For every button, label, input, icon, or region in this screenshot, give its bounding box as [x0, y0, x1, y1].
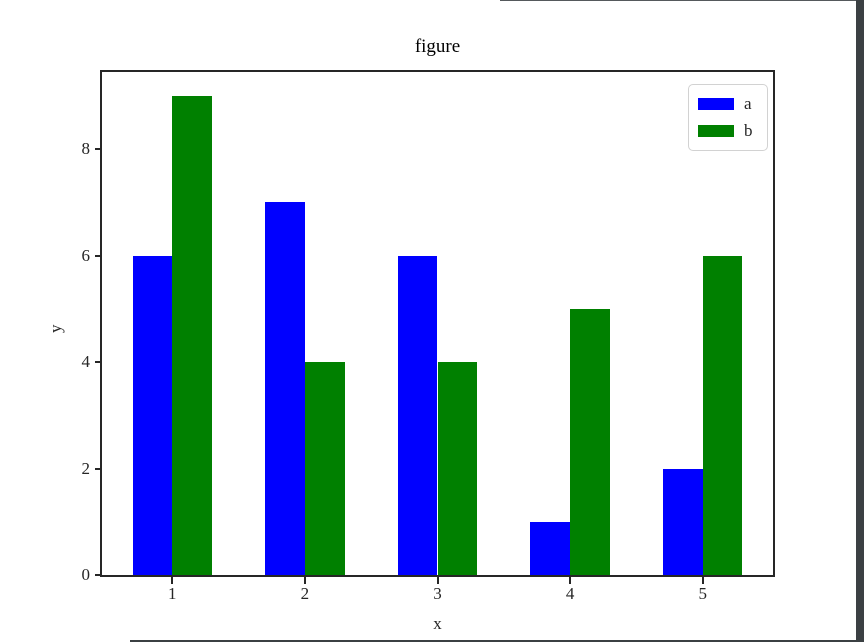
legend-row: b: [698, 119, 759, 143]
legend: a b: [688, 84, 768, 151]
chart-title: figure: [414, 36, 461, 57]
window-border-bottom: [130, 640, 856, 642]
y-tick-label: 2: [81, 458, 91, 478]
plot-area: a b: [100, 70, 775, 577]
x-tick-label: 3: [433, 584, 442, 603]
legend-label-b: b: [744, 121, 753, 140]
bar-b-1: [172, 95, 213, 575]
x-tick-label: 2: [300, 584, 310, 603]
bar-b-4: [570, 308, 610, 575]
x-tick-label: 1: [168, 584, 177, 603]
x-tick-mark: [569, 577, 572, 584]
x-tick-mark: [303, 577, 306, 584]
bar-b-2: [304, 362, 345, 575]
bar-a-4: [530, 521, 571, 575]
legend-swatch-a: [698, 98, 734, 110]
bar-a-2: [265, 202, 305, 575]
bar-a-1: [132, 255, 173, 575]
bar-a-5: [662, 468, 703, 575]
bar-b-3: [437, 362, 478, 575]
legend-row: a: [698, 92, 759, 116]
legend-label-a: a: [744, 94, 752, 113]
bar-a-3: [397, 255, 438, 575]
y-tick-label: 6: [81, 245, 91, 265]
x-tick-label: 4: [565, 584, 575, 603]
legend-swatch-b: [698, 125, 734, 137]
window-border-right: [856, 0, 864, 642]
x-tick-mark: [171, 577, 174, 584]
y-tick-label: 0: [81, 565, 91, 584]
bar-b-5: [702, 255, 743, 575]
x-tick-mark: [701, 577, 704, 584]
x-tick-mark: [436, 577, 439, 584]
window-border-top: [500, 0, 856, 1]
y-tick-label: 4: [81, 352, 91, 372]
x-tick-label: 5: [698, 584, 707, 603]
x-axis-label: x: [433, 614, 442, 633]
y-tick-label: 8: [81, 139, 91, 159]
y-axis-label: y: [46, 324, 65, 334]
